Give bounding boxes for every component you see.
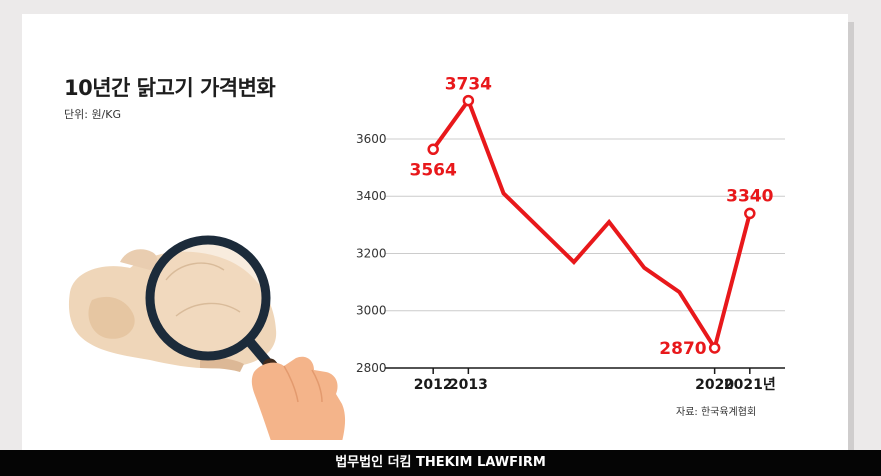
- footer-banner: 법무법인 더킴 THEKIM LAWFIRM: [0, 450, 881, 476]
- x-tick-label: 2013: [449, 377, 488, 393]
- data-point-marker: [462, 94, 475, 107]
- data-value-label: 2870: [659, 339, 706, 359]
- y-tick-label: 2800: [356, 361, 387, 375]
- data-value-label: 3734: [445, 75, 492, 95]
- data-value-label: 3564: [410, 160, 457, 180]
- series-line: [431, 96, 752, 353]
- y-tick-label: 3200: [356, 246, 387, 260]
- hand-image: [251, 356, 352, 450]
- y-tick-label: 3600: [356, 132, 387, 146]
- data-point-marker: [708, 342, 721, 354]
- x-tick-label: 2012: [414, 377, 453, 393]
- card-panel: [22, 14, 848, 450]
- data-point-marker: [427, 143, 439, 156]
- chart-title: 10년간 닭고기 가격변화: [64, 76, 276, 100]
- data-value-label: 3340: [726, 186, 773, 206]
- source-note: 자료: 한국육계협회: [676, 407, 757, 418]
- chart-unit-label: 단위: 원/KG: [64, 108, 122, 121]
- x-tick-label: 2020: [695, 377, 734, 393]
- x-tick-label: 2021년: [724, 377, 776, 393]
- y-tick-label: 3400: [356, 189, 387, 203]
- y-tick-label: 3000: [356, 304, 387, 318]
- card-shadow: [848, 22, 854, 450]
- data-point-marker: [744, 207, 756, 220]
